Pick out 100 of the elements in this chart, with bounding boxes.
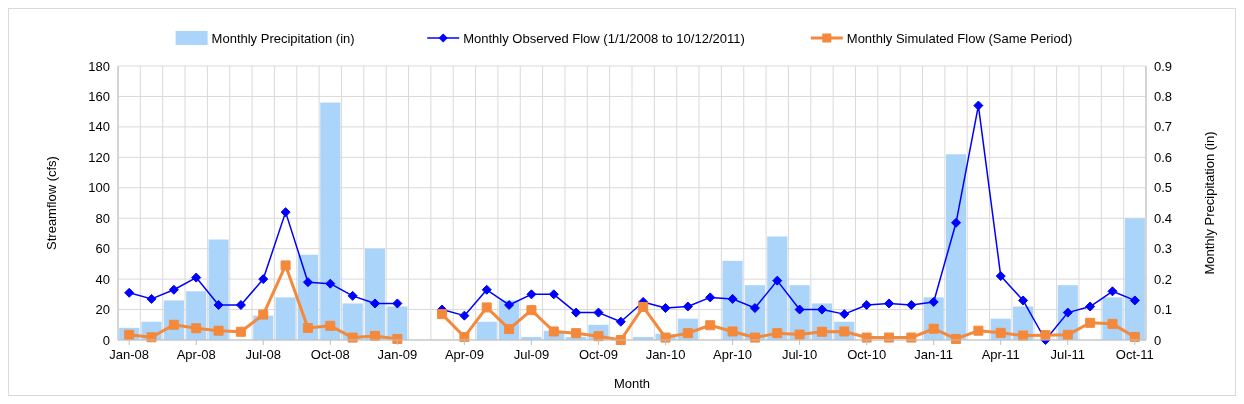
y2-tick-label: 0.8: [1154, 88, 1173, 104]
y2-tick-label: 0.3: [1154, 241, 1173, 257]
x-tick-label: Oct-08: [310, 347, 350, 362]
point: [973, 325, 984, 336]
point: [124, 287, 135, 298]
x-tick-label: Jan-09: [377, 347, 418, 362]
point: [749, 303, 760, 314]
x-tick-label: Apr-09: [444, 347, 484, 362]
point: [906, 299, 917, 310]
point: [302, 322, 313, 333]
x-tick-label: Apr-10: [713, 347, 753, 362]
point: [705, 292, 716, 303]
point: [504, 324, 515, 335]
x-tick-label: Jan-08: [109, 347, 150, 362]
point: [1085, 317, 1096, 328]
point: [213, 325, 224, 336]
point: [1018, 295, 1029, 306]
y2-tick-label: 0.6: [1154, 149, 1173, 165]
point: [1062, 329, 1073, 340]
point: [660, 332, 671, 343]
y-tick-label: 100: [88, 180, 110, 196]
point: [1018, 330, 1029, 341]
point: [951, 217, 962, 228]
bar: [320, 102, 341, 340]
y-tick-label: 20: [95, 302, 110, 318]
point: [995, 271, 1006, 282]
point: [816, 304, 827, 315]
point: [325, 278, 336, 289]
point: [191, 323, 202, 334]
point: [1107, 286, 1118, 297]
point: [816, 326, 827, 337]
point: [235, 299, 246, 310]
point: [280, 260, 291, 271]
y-axis-title: Streamflow (cfs): [44, 156, 59, 250]
point: [370, 298, 380, 309]
point: [682, 301, 693, 312]
x-axis-title: Month: [613, 376, 651, 391]
point: [1062, 307, 1073, 318]
point: [884, 298, 894, 309]
point: [437, 309, 448, 320]
bar: [476, 321, 497, 340]
x-tick-label: Jul-11: [1050, 347, 1086, 362]
point: [280, 207, 291, 218]
y-tick-label: 0: [102, 332, 110, 348]
point: [928, 323, 939, 334]
x-tick-label: Oct-10: [847, 347, 887, 362]
y2-axis-title: Monthly Precipitation (in): [1202, 131, 1217, 275]
point: [705, 320, 716, 331]
legend-label: Monthly Simulated Flow (Same Period): [846, 30, 1073, 46]
y-tick-label: 80: [95, 210, 110, 226]
point: [884, 332, 894, 343]
point: [548, 289, 559, 300]
y2-tick-label: 0.9: [1154, 58, 1173, 74]
x-tick-label: Oct-11: [1115, 347, 1154, 362]
point: [235, 326, 246, 337]
point: [749, 332, 760, 343]
point: [191, 272, 202, 283]
y2-tick-label: 0.5: [1154, 180, 1173, 196]
point: [347, 290, 358, 301]
point: [571, 307, 582, 318]
bar: [945, 154, 967, 340]
y2-tick-label: 0.7: [1154, 119, 1173, 135]
bar: [1124, 218, 1145, 340]
point: [504, 299, 515, 310]
x-tick-label: Oct-09: [578, 347, 618, 362]
point: [794, 304, 805, 315]
x-tick-label: Jul-08: [245, 347, 281, 362]
point: [727, 326, 738, 337]
y2-tick-label: 0.1: [1154, 302, 1173, 318]
point: [794, 329, 805, 340]
point: [1129, 295, 1140, 306]
y-tick-label: 160: [88, 88, 110, 104]
point: [213, 299, 224, 310]
point: [593, 307, 604, 318]
point: [526, 289, 537, 300]
legend-label: Monthly Observed Flow (1/1/2008 to 10/12/2011): [463, 30, 745, 46]
y-tick-label: 120: [88, 149, 110, 165]
x-tick-label: Apr-08: [176, 347, 216, 362]
point: [168, 284, 179, 295]
point: [258, 309, 269, 320]
x-tick-label: Apr-11: [981, 347, 1020, 362]
point: [638, 301, 649, 312]
y-tick-label: 40: [95, 271, 110, 287]
point: [1040, 330, 1051, 341]
point: [861, 299, 872, 310]
point: [526, 305, 537, 316]
y-tick-label: 140: [88, 119, 110, 135]
point: [973, 100, 984, 111]
point: [1085, 301, 1096, 312]
bar: [275, 297, 296, 340]
point: [481, 302, 492, 313]
point: [302, 277, 313, 288]
x-tick-label: Jan-10: [645, 347, 686, 362]
point: [548, 326, 559, 337]
point: [615, 316, 626, 327]
point: [481, 284, 492, 295]
x-tick-label: Jan-11: [914, 347, 954, 362]
y2-tick-label: 0: [1154, 332, 1162, 348]
point: [392, 298, 403, 309]
point: [772, 328, 783, 339]
